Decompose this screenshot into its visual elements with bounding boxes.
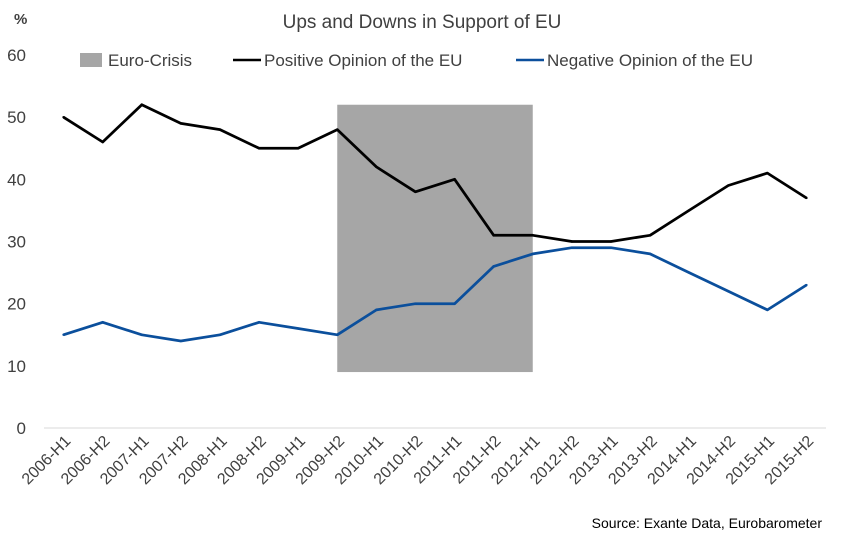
data-point-0-4 [218,128,222,131]
data-point-1-13 [570,246,574,249]
data-point-1-6 [296,327,300,330]
data-point-1-17 [727,290,730,293]
y-tick-label-20: 20 [7,295,26,314]
data-point-0-2 [140,103,143,106]
data-point-0-19 [805,196,808,200]
data-point-1-15 [648,252,652,256]
y-tick-label-60: 60 [7,46,26,65]
data-point-1-8 [375,308,378,312]
y-tick-label-10: 10 [7,357,26,376]
data-point-0-3 [179,122,183,125]
y-tick-label-50: 50 [7,108,26,127]
data-point-0-18 [766,171,769,175]
y-tick-label-40: 40 [7,170,26,189]
y-axis: 0 10 20 30 40 50 60 [7,46,26,438]
data-point-1-1 [101,321,104,324]
data-point-1-5 [257,321,261,324]
data-point-1-9 [414,302,417,305]
data-point-0-9 [414,190,417,193]
data-point-0-7 [336,128,339,131]
data-point-1-18 [766,308,769,312]
y-axis-unit-label: % [14,11,27,28]
data-point-1-11 [492,265,495,268]
series-line-1 [63,246,808,343]
euro-crisis-shaded-region [337,104,533,373]
data-point-1-14 [609,246,613,249]
data-point-0-16 [687,209,691,212]
data-point-1-3 [179,339,183,343]
data-point-1-16 [687,271,691,274]
plot-area [44,103,826,429]
data-point-1-10 [453,302,456,305]
data-point-1-12 [531,252,534,256]
data-point-0-6 [296,147,300,150]
legend-label-euro-crisis: Euro-Crisis [108,51,192,70]
legend-label-positive-opinion: Positive Opinion of the EU [264,51,462,70]
chart-title: Ups and Downs in Support of EU [283,12,562,33]
data-point-1-7 [336,333,339,336]
data-point-0-13 [570,240,574,243]
data-point-0-10 [453,178,456,181]
chart-legend: Euro-Crisis Positive Opinion of the EU N… [80,51,753,70]
data-point-1-4 [218,333,222,336]
legend-swatch-euro-crisis [80,53,102,67]
data-point-0-12 [531,234,534,237]
data-point-0-5 [257,147,261,150]
legend-label-negative-opinion: Negative Opinion of the EU [547,51,753,70]
x-axis: 2006-H12006-H22007-H12007-H22008-H12008-… [19,433,817,488]
data-point-1-2 [140,333,143,336]
data-point-0-8 [375,165,378,169]
y-tick-label-30: 30 [7,233,26,252]
data-point-0-0 [62,115,65,119]
data-point-0-17 [727,184,730,187]
data-point-1-0 [62,333,65,336]
series-line-0 [62,103,808,243]
data-point-0-1 [101,140,104,144]
data-point-1-19 [805,283,808,287]
data-point-0-11 [492,234,495,237]
data-point-0-15 [648,234,652,237]
source-note: Source: Exante Data, Eurobarometer [592,515,823,531]
data-point-0-14 [609,240,613,243]
y-tick-label-0: 0 [17,419,26,438]
